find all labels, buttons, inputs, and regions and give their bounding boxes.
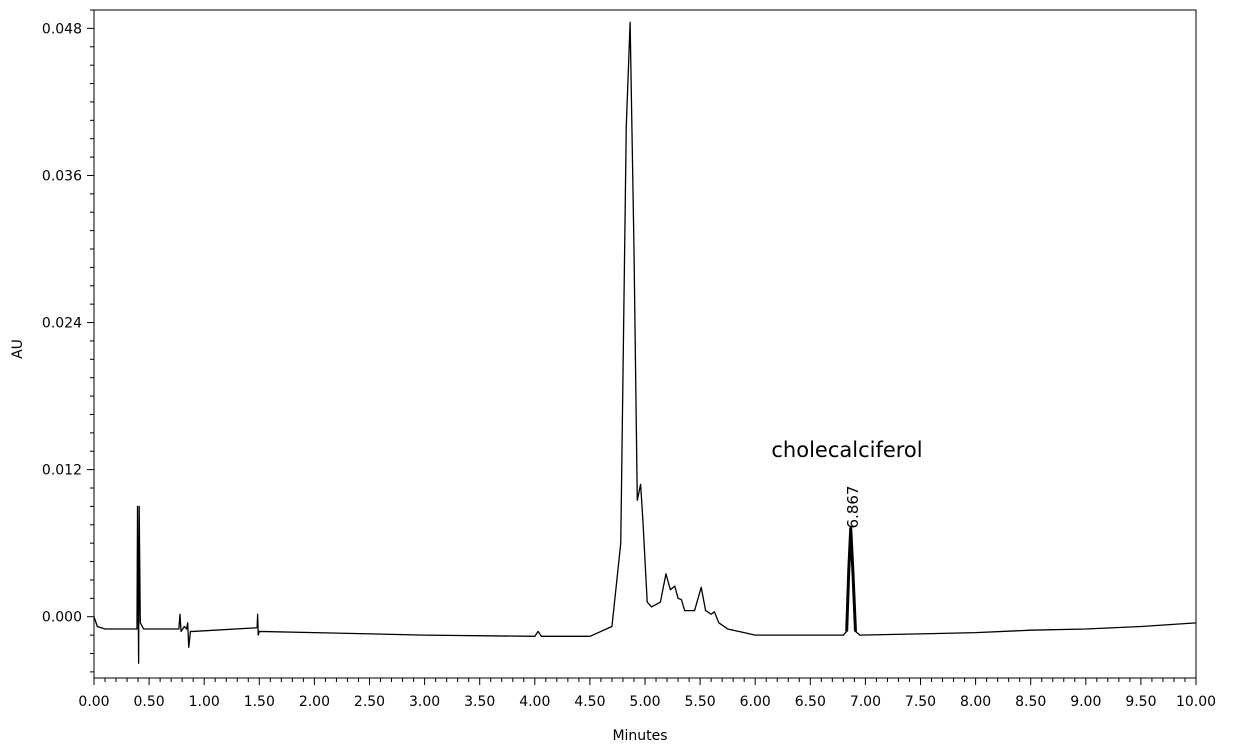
y-tick-label: 0.036 (42, 168, 82, 184)
cholecalciferol-peak (845, 526, 857, 632)
compound-label: cholecalciferol (771, 438, 922, 462)
x-tick-label: 2.50 (354, 694, 385, 710)
x-tick-label: 0.00 (78, 694, 109, 710)
y-tick-label: 0.012 (42, 463, 82, 479)
x-tick-label: 5.50 (685, 694, 716, 710)
x-tick-label: 1.50 (244, 694, 275, 710)
y-tick-label: 0.000 (42, 610, 82, 626)
x-tick-label: 7.00 (850, 694, 881, 710)
x-tick-label: 0.50 (134, 694, 165, 710)
x-tick-label: 6.00 (740, 694, 771, 710)
x-tick-label: 8.50 (1015, 694, 1046, 710)
y-axis-ticks: 0.000 0.012 0.024 0.036 0.048 (42, 9, 94, 673)
x-tick-label: 1.00 (189, 694, 220, 710)
y-axis-title: AU (10, 339, 26, 359)
plot-frame (93, 9, 1197, 679)
chromatogram-trace (93, 21, 1197, 664)
y-tick-label: 0.024 (42, 316, 82, 332)
x-axis-title: Minutes (612, 728, 667, 744)
x-tick-label: 5.00 (629, 694, 660, 710)
x-tick-label: 4.50 (574, 694, 605, 710)
x-tick-label: 6.50 (795, 694, 826, 710)
x-tick-label: 3.00 (409, 694, 440, 710)
peak-retention-time-label: 6.867 (844, 486, 862, 529)
x-tick-label: 2.00 (299, 694, 330, 710)
x-tick-label: 9.00 (1070, 694, 1101, 710)
x-tick-label: 7.50 (905, 694, 936, 710)
x-axis-ticks: 0.00 0.50 1.00 1.50 2.00 2.50 3.00 3.50 4.00 4.50… (78, 678, 1216, 710)
x-tick-label: 4.00 (519, 694, 550, 710)
x-tick-label: 10.00 (1176, 694, 1216, 710)
x-tick-label: 3.50 (464, 694, 495, 710)
x-tick-label: 8.00 (960, 694, 991, 710)
y-tick-label: 0.048 (42, 21, 82, 37)
x-tick-label: 9.50 (1125, 694, 1156, 710)
